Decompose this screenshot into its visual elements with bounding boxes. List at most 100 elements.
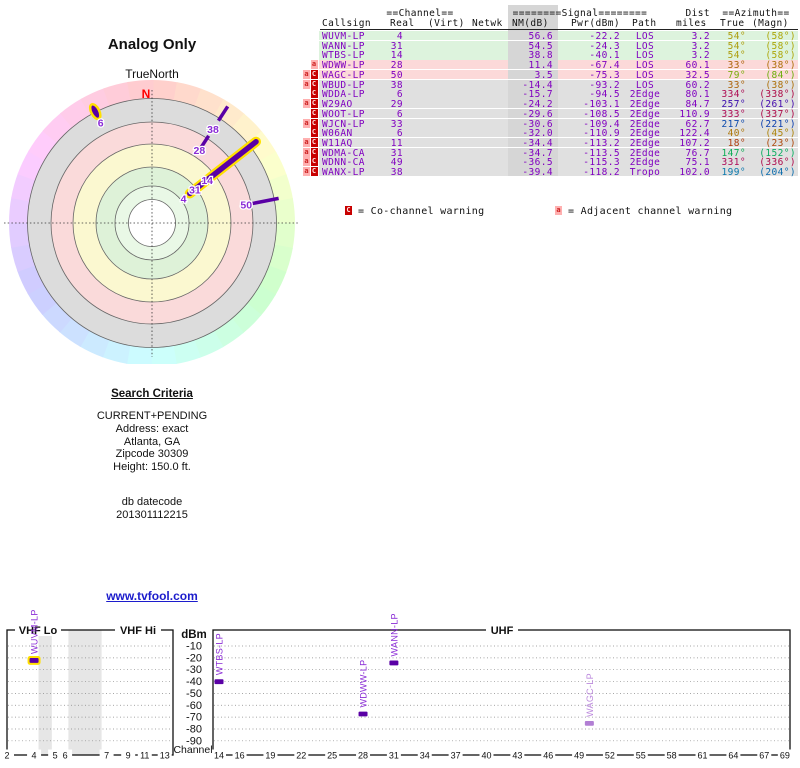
miles-cell: 32.5 — [685, 69, 710, 81]
tick-label-bg — [448, 749, 463, 760]
azimuth-magn-cell: (261°) — [759, 99, 796, 111]
tick-label-bg — [417, 749, 432, 760]
azimuth-hue-ring-sector — [41, 301, 73, 333]
criteria-line: Atlanta, GA — [123, 435, 181, 448]
row-background — [319, 138, 798, 148]
adjacent-warning-badge: a — [303, 69, 310, 79]
azimuth-magn-cell: (338°) — [759, 89, 796, 101]
nm-band-cell — [508, 108, 558, 119]
dbm-tick-label: -60 — [186, 700, 202, 712]
channel-tick-label: 5 — [53, 751, 58, 761]
miles-cell: 110.9 — [679, 108, 710, 120]
table-group-signal: ========Signal======== — [512, 8, 648, 19]
tvfool-link[interactable]: www.tvfool.com — [106, 589, 198, 603]
azimuth-true-cell: 217° — [721, 118, 746, 130]
co-channel-warning-badge: C — [310, 167, 318, 177]
pwr-cell: -67.4 — [589, 60, 620, 72]
nm-band-cell — [508, 50, 558, 60]
polar-channel-label: 4 — [181, 193, 187, 205]
station-marker — [358, 711, 368, 717]
adjacent-text: = Adjacent channel warning — [568, 206, 733, 217]
tick-label-bg — [99, 749, 114, 760]
real-channel-cell: 38 — [390, 167, 403, 179]
dbm-tick-label: -80 — [186, 723, 202, 735]
table-row: a C WAGC-LP 50 3.5 -75.3 LOS 32.5 79° (84°) — [300, 69, 800, 81]
col-header-real: Real — [390, 18, 415, 29]
channel-tick-label: 37 — [451, 751, 461, 761]
adjacent-warning-badge: a — [303, 118, 310, 128]
nm-band-cell — [508, 60, 558, 70]
channel-tick-label: 58 — [667, 751, 677, 761]
azimuth-true-cell: 333° — [721, 108, 746, 120]
azimuth-magn-cell: (336°) — [759, 157, 796, 169]
azimuth-true-cell: 54° — [727, 31, 746, 42]
channel-tick-label: 7 — [104, 751, 109, 761]
callsign-cell: W06AN — [322, 128, 353, 140]
dbm-tick-label: -90 — [186, 735, 202, 747]
azimuth-true-cell: 54° — [727, 40, 746, 52]
station-callsign-label: WANN-LP — [389, 613, 399, 656]
path-cell: 2Edge — [629, 128, 661, 140]
azimuth-true-cell: 18° — [727, 138, 746, 150]
real-channel-cell: 6 — [396, 89, 403, 101]
station-callsign-label: WTBS-LP — [215, 633, 225, 675]
pwr-cell: -93.2 — [589, 79, 620, 91]
azimuth-magn-cell: (84°) — [765, 69, 796, 81]
table-row: a C WJCN-LP 33 -30.6 -109.4 2Edge 62.7 217° (221°… — [300, 118, 800, 130]
channel-tick-label: 6 — [63, 751, 68, 761]
nm-band-cell — [508, 118, 558, 128]
table-row: WANN-LP 31 54.5 -24.3 LOS 3.2 54° (58°) — [300, 40, 800, 52]
band-label: VHF Lo — [19, 625, 58, 637]
callsign-cell: WDDA-LP — [322, 89, 365, 101]
nm-band-cell — [508, 167, 558, 177]
channel-tick-label: 14 — [214, 751, 224, 761]
azimuth-hue-ring-sector — [8, 221, 30, 248]
co-channel-warning-badge: C — [310, 89, 318, 99]
nm-cell: -39.4 — [522, 167, 553, 179]
table-row: WUVM-LP 4 56.6 -22.2 LOS 3.2 54° (58°) — [300, 31, 800, 42]
co-channel-warning-badge: C — [310, 108, 318, 118]
real-channel-cell: 29 — [390, 99, 403, 111]
miles-cell: 3.2 — [691, 50, 710, 62]
nm-band-cell — [508, 157, 558, 167]
channel-tick-label: 55 — [636, 751, 646, 761]
azimuth-magn-cell: (58°) — [765, 50, 796, 62]
polar-marker — [249, 196, 279, 206]
col-header-pwr: Pwr(dBm) — [571, 18, 620, 29]
co-channel-warning-badge: C — [310, 147, 318, 157]
real-channel-cell: 6 — [396, 128, 403, 140]
band-label-bg — [15, 624, 61, 636]
azimuth-magn-cell: (337°) — [759, 108, 796, 120]
nm-band-cell — [508, 138, 558, 148]
tick-label-bg — [633, 749, 648, 760]
nm-cell: -24.2 — [522, 99, 553, 111]
row-background — [319, 50, 798, 60]
tick-label-bg — [510, 749, 525, 760]
adjacent-warning-badge: a — [303, 147, 310, 157]
polar-channel-label: 31 — [189, 184, 201, 196]
adjacent-warning-badge: a — [303, 79, 310, 89]
pwr-cell: -118.2 — [583, 167, 620, 179]
azimuth-true-cell: 54° — [727, 50, 746, 62]
polar-marker — [216, 105, 230, 122]
azimuth-hue-ring-sector — [268, 174, 294, 203]
tick-label-bg — [232, 749, 247, 760]
dbm-tick-label: -30 — [186, 664, 202, 676]
azimuth-hue-ring-sector — [173, 82, 203, 107]
table-header-underline — [320, 29, 798, 30]
azimuth-true-cell: 33° — [727, 79, 746, 91]
real-channel-cell: 31 — [390, 40, 403, 52]
row-background — [319, 31, 798, 41]
miles-cell: 3.2 — [691, 31, 710, 42]
dbm-tick-label: -70 — [186, 712, 202, 724]
band-label-bg — [115, 624, 161, 636]
tick-label-bg — [58, 749, 73, 760]
miles-cell: 3.2 — [691, 40, 710, 52]
station-marker — [29, 658, 39, 663]
azimuth-true-cell: 33° — [727, 60, 746, 72]
azimuth-true-cell: 147° — [721, 147, 746, 159]
pwr-cell: -75.3 — [589, 69, 620, 81]
path-cell: LOS — [635, 31, 655, 42]
table-row: a C W11AQ 11 -34.4 -113.2 2Edge 107.2 18° (23°) — [300, 138, 800, 150]
callsign-cell: W29AO — [322, 99, 353, 111]
